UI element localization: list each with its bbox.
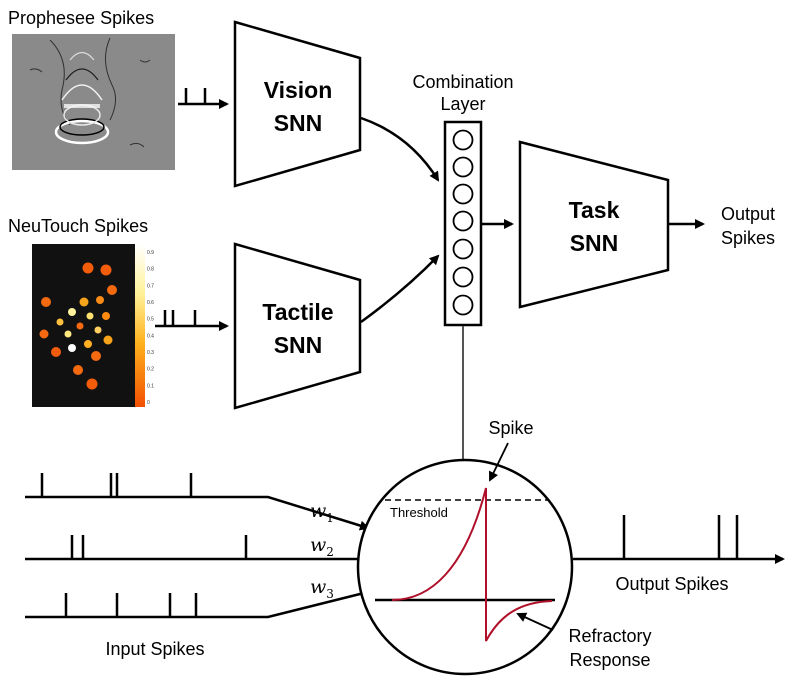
refractory-pointer-arrow: [516, 612, 554, 631]
weight-w3: w3: [310, 576, 334, 601]
combination-layer: [443, 120, 483, 327]
neutouch-label: NeuTouch Spikes: [8, 216, 148, 236]
task-snn-title: Task: [569, 197, 620, 223]
weight-w2: w2: [310, 534, 334, 559]
input-spike-train-3: [25, 589, 370, 619]
output-spike-train: [573, 515, 785, 564]
colorbar-tick-label: 0.2: [147, 367, 154, 373]
combination-layer-subtitle: Layer: [440, 94, 485, 114]
colorbar-tick-label: 0.7: [147, 283, 154, 289]
weight-w1: w1: [310, 500, 334, 525]
top-output-label: Output: [721, 204, 775, 224]
spike-label: Spike: [488, 418, 533, 438]
tactile-snn-subtitle: SNN: [274, 332, 323, 358]
combination-layer-title: Combination: [412, 72, 513, 92]
colorbar-tick-label: 0: [147, 400, 150, 406]
vision-snn-subtitle: SNN: [274, 110, 323, 136]
task-snn-subtitle: SNN: [570, 230, 619, 256]
threshold-label: Threshold: [390, 505, 448, 520]
colorbar-tick-label: 0.6: [147, 300, 154, 306]
refractory-label-line2: Response: [569, 650, 650, 670]
neutouch-heatmap: [32, 244, 145, 407]
colorbar-tick-label: 0.4: [147, 333, 154, 339]
colorbar-tick-label: 0.9: [147, 250, 154, 256]
vision-snn-title: Vision: [264, 77, 333, 103]
vision-snn-block: [233, 20, 362, 188]
colorbar-ticks: 0.9 0.8 0.7 0.6 0.5 0.4 0.3 0.2 0.1 0: [147, 250, 154, 406]
spiking-neuron: [356, 458, 574, 676]
colorbar-tick-label: 0.3: [147, 350, 154, 356]
tactile-to-combination-arrow: [360, 254, 440, 324]
colorbar-tick-label: 0.1: [147, 383, 154, 389]
membrane-potential-curve: [391, 487, 553, 642]
heatmap-colorbar: [135, 244, 145, 407]
colorbar-tick-label: 0.5: [147, 317, 154, 323]
input-spike-train-1: [25, 473, 370, 531]
input-spike-train-2: [25, 535, 368, 564]
vision-input-spike-train: [178, 88, 229, 109]
refractory-label: Refractory: [568, 626, 651, 646]
top-output-label-line2: Spikes: [721, 228, 775, 248]
output-spikes-label: Output Spikes: [615, 574, 728, 594]
tactile-snn-title: Tactile: [262, 299, 333, 325]
prophesee-label: Prophesee Spikes: [8, 8, 154, 28]
tactile-snn-block: [233, 242, 362, 410]
vision-to-combination-arrow: [360, 116, 440, 182]
prophesee-spikes-image: [12, 34, 175, 170]
colorbar-tick-label: 0.8: [147, 267, 154, 273]
tactile-input-spike-train: [155, 310, 229, 331]
input-spikes-label: Input Spikes: [105, 639, 204, 659]
spike-pointer-arrow: [489, 442, 509, 482]
task-snn-block: [518, 140, 670, 309]
